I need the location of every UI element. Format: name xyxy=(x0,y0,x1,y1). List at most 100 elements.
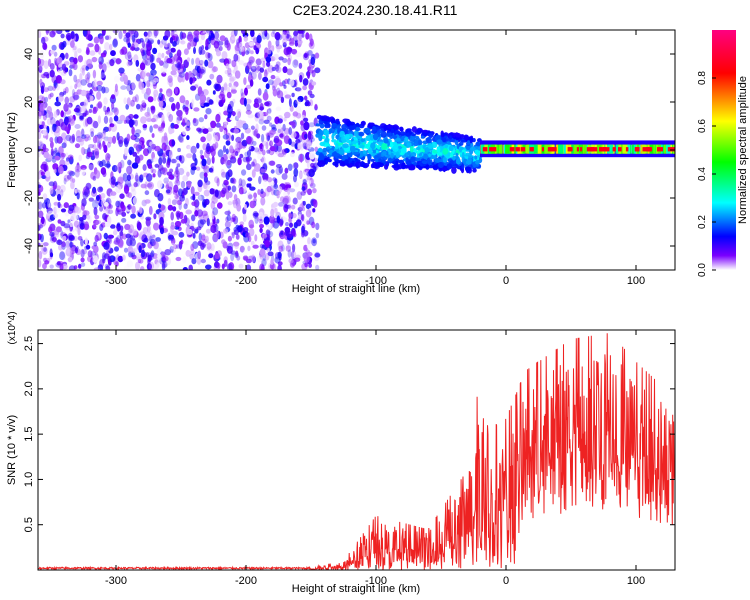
heatmap-cell xyxy=(65,247,73,257)
heatmap-cell xyxy=(198,59,204,66)
heatmap-cell xyxy=(302,200,306,206)
heatmap-cell xyxy=(282,66,288,74)
heatmap-cell xyxy=(103,56,109,63)
heatmap-cell xyxy=(463,134,469,140)
heatmap-cell xyxy=(53,213,59,219)
heatmap-cell xyxy=(40,233,44,243)
heatmap-cell xyxy=(140,266,145,270)
heatmap-cell xyxy=(39,141,43,147)
heatmap-cell xyxy=(300,124,306,132)
heatmap-cell xyxy=(101,252,107,261)
heatmap-cell xyxy=(197,250,201,260)
heatmap-cell xyxy=(331,133,335,140)
heatmap-cell xyxy=(74,50,78,59)
heatmap-cell xyxy=(103,202,109,207)
heatmap-cell xyxy=(139,206,143,214)
heatmap-cell xyxy=(533,144,538,154)
heatmap-cell xyxy=(172,41,177,47)
heatmap-cell xyxy=(250,65,257,72)
heatmap-cell xyxy=(574,144,578,154)
heatmap-cell xyxy=(236,203,242,212)
heatmap-cell xyxy=(40,73,47,79)
heatmap-cell xyxy=(250,254,256,263)
heatmap-cell xyxy=(609,144,612,154)
heatmap-cell xyxy=(186,57,191,62)
heatmap-cell xyxy=(476,141,481,147)
heatmap-cell xyxy=(372,125,377,133)
heatmap-cell xyxy=(103,115,109,124)
heatmap-cell xyxy=(392,141,398,146)
heatmap-cell xyxy=(187,145,193,154)
heatmap-cell xyxy=(576,147,580,152)
heatmap-cell xyxy=(288,204,292,210)
heatmap-cell xyxy=(72,62,76,69)
heatmap-cell xyxy=(102,128,106,134)
heatmap-cell xyxy=(400,147,407,153)
heatmap-cell xyxy=(45,30,51,34)
heatmap-cell xyxy=(206,79,212,86)
heatmap-cell xyxy=(139,231,146,241)
heatmap-cell xyxy=(267,251,274,257)
heatmap-cell xyxy=(289,151,295,158)
heatmap-cell xyxy=(63,126,69,132)
heatmap-cell xyxy=(150,250,155,258)
heatmap-cell xyxy=(293,30,298,37)
heatmap-cell xyxy=(132,229,138,236)
heatmap-cell xyxy=(147,254,152,262)
heatmap-cell xyxy=(226,245,233,254)
heatmap-cell xyxy=(381,142,388,150)
heatmap-cell xyxy=(248,194,253,200)
heatmap-cell xyxy=(250,30,255,37)
heatmap-cell xyxy=(229,145,234,154)
heatmap-cell xyxy=(186,135,190,141)
heatmap-cell xyxy=(99,205,104,212)
heatmap-cell xyxy=(171,158,177,164)
heatmap-cell xyxy=(58,244,63,251)
y-tick-label: 2.0 xyxy=(23,381,35,396)
heatmap-cell xyxy=(54,231,60,238)
heatmap-cell xyxy=(239,46,245,52)
heatmap-cell xyxy=(270,31,275,38)
heatmap-cell xyxy=(222,158,227,164)
heatmap-cell xyxy=(275,39,280,47)
heatmap-cell xyxy=(254,215,259,224)
heatmap-cell xyxy=(115,58,122,65)
heatmap-cell xyxy=(189,77,193,85)
heatmap-cell xyxy=(223,179,229,186)
heatmap-cell xyxy=(449,152,454,158)
heatmap-cell xyxy=(208,167,214,173)
heatmap-cell xyxy=(110,50,116,57)
heatmap-cell xyxy=(261,133,265,143)
heatmap-cell xyxy=(406,142,412,148)
heatmap-cell xyxy=(318,153,325,160)
heatmap-cell xyxy=(303,121,310,131)
heatmap-cell xyxy=(114,164,121,172)
heatmap-cell xyxy=(133,42,139,48)
heatmap-cell xyxy=(103,105,107,113)
heatmap-cell xyxy=(212,90,216,95)
heatmap-cell xyxy=(151,168,157,174)
heatmap-cell xyxy=(166,50,171,56)
heatmap-cell xyxy=(253,163,261,172)
heatmap-cell xyxy=(193,191,200,196)
heatmap-cell xyxy=(43,87,49,93)
heatmap-cell xyxy=(272,88,278,97)
heatmap-cell xyxy=(395,151,400,159)
heatmap-cell xyxy=(267,135,271,141)
x-tick-label: 100 xyxy=(627,575,645,587)
heatmap-cell xyxy=(580,147,583,152)
heatmap-cell xyxy=(198,69,203,79)
heatmap-cell xyxy=(101,30,106,36)
heatmap-cell xyxy=(362,150,367,155)
heatmap-cell xyxy=(211,210,215,220)
heatmap-cell xyxy=(306,243,312,249)
heatmap-cell xyxy=(78,154,82,162)
heatmap-cell xyxy=(244,203,247,210)
heatmap-cell xyxy=(46,215,50,220)
heatmap-cell xyxy=(97,160,102,166)
heatmap-cell xyxy=(57,201,61,209)
heatmap-cell xyxy=(288,98,292,107)
heatmap-cell xyxy=(664,144,667,154)
heatmap-cell xyxy=(203,189,210,197)
heatmap-cell xyxy=(73,74,78,83)
